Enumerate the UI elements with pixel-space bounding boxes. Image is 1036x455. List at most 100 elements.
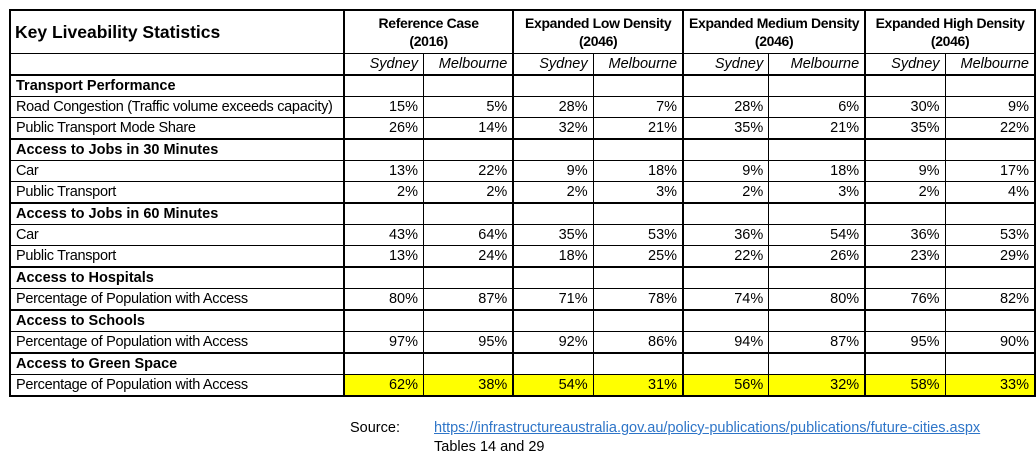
cell-value: 54% [768,224,866,246]
cell-value [512,138,594,161]
cell-value: 22% [944,117,1036,140]
cell-value [592,309,684,332]
cell-value: 36% [864,224,946,246]
table-row: Percentage of Population with Access 80% 8… [9,288,1036,311]
cell-value [944,309,1036,332]
cell-value: 35% [512,224,594,246]
city-header-sydney: Sydney [864,53,946,76]
cell-value: 94% [682,331,770,354]
cell-value: 28% [512,96,594,118]
cell-value: 87% [768,331,866,354]
group-year: (2046) [754,33,794,49]
cell-value [342,266,424,289]
cell-value [342,138,424,161]
source-link[interactable]: https://infrastructureaustralia.gov.au/p… [434,420,981,436]
cell-value [944,352,1036,375]
column-group-expanded-high-density: Expanded High Density (2046) [864,9,1036,54]
row-label: Percentage of Population with Access [9,331,345,354]
cell-value [512,202,594,225]
cell-value: 15% [342,96,424,118]
cell-value: 38% [422,374,514,397]
row-label: Public Transport [9,181,345,204]
cell-value [592,266,684,289]
cell-value: 53% [944,224,1036,246]
liveability-table: Key Liveability Statistics Reference Cas… [9,9,1036,397]
city-header-row: Sydney Melbourne Sydney Melbourne Sydney… [9,53,1036,76]
cell-value: 90% [944,331,1036,354]
cell-value: 2% [422,181,514,204]
cell-value: 78% [592,288,684,311]
cell-value [768,266,866,289]
cell-value: 2% [682,181,770,204]
cell-value: 14% [422,117,514,140]
table-row: Car 43% 64% 35% 53% 36% 54% 36% 53% [9,224,1036,246]
group-label: Expanded Medium Density [689,14,860,31]
cell-value: 18% [592,160,684,182]
section-row: Access to Hospitals [9,266,1036,289]
table-row: Public Transport Mode Share 26% 14% 32% 21% 3… [9,117,1036,140]
cell-value: 32% [768,374,866,397]
cell-value: 2% [342,181,424,204]
cell-value: 95% [864,331,946,354]
cell-value: 23% [864,245,946,268]
cell-value [512,74,594,97]
cell-value: 5% [422,96,514,118]
cell-value [592,74,684,97]
row-label: Public Transport [9,245,345,268]
section-label: Access to Jobs in 60 Minutes [9,202,345,225]
cell-value: 9% [512,160,594,182]
table-row: Public Transport 2% 2% 2% 3% 2% 3% 2% 4% [9,181,1036,204]
cell-value [592,202,684,225]
column-group-expanded-medium-density: Expanded Medium Density (2046) [682,9,866,54]
source-block: Source: https://infrastructureaustralia.… [350,420,1036,455]
cell-value [944,266,1036,289]
cell-value: 56% [682,374,770,397]
section-row: Transport Performance [9,74,1036,97]
table-row: Percentage of Population with Access 97% 9… [9,331,1036,354]
group-year: (2046) [930,33,970,49]
city-header-sydney: Sydney [512,53,594,76]
group-header-row: Key Liveability Statistics Reference Cas… [9,9,1036,54]
cell-value [592,138,684,161]
cell-value [342,352,424,375]
cell-value [422,352,514,375]
cell-value: 13% [342,245,424,268]
source-label: Source: [350,420,400,436]
city-header-melbourne: Melbourne [768,53,866,76]
city-header-sydney: Sydney [682,53,770,76]
cell-value [864,202,946,225]
cell-value [682,352,770,375]
cell-value [422,74,514,97]
cell-value [864,138,946,161]
cell-value: 43% [342,224,424,246]
cell-value [682,309,770,332]
cell-value: 9% [682,160,770,182]
cell-value: 6% [768,96,866,118]
cell-value [342,202,424,225]
cell-value [768,309,866,332]
cell-value: 30% [864,96,946,118]
cell-value [768,74,866,97]
cell-value [422,138,514,161]
city-header-melbourne: Melbourne [592,53,684,76]
cell-value [864,352,946,375]
cell-value [512,352,594,375]
cell-value: 4% [944,181,1036,204]
table-row: Car 13% 22% 9% 18% 9% 18% 9% 17% [9,160,1036,182]
cell-value: 24% [422,245,514,268]
cell-value [422,309,514,332]
cell-value: 2% [864,181,946,204]
cell-value: 80% [768,288,866,311]
section-label: Access to Schools [9,309,345,332]
cell-value: 25% [592,245,684,268]
cell-value [342,309,424,332]
cell-value: 13% [342,160,424,182]
cell-value: 87% [422,288,514,311]
cell-value: 62% [342,374,424,397]
cell-value [944,138,1036,161]
row-label: Car [9,224,345,246]
cell-value [422,266,514,289]
cell-value: 82% [944,288,1036,311]
cell-value: 29% [944,245,1036,268]
cell-value [592,352,684,375]
